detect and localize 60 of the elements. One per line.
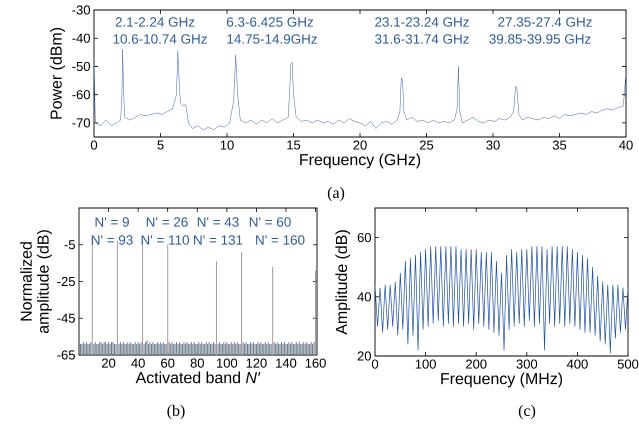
annotation: N' = 9: [96, 217, 129, 227]
x-tick-label: 40: [619, 140, 633, 150]
y-axis-title: Amplitude (dB): [335, 230, 350, 335]
x-tick-label: 0: [90, 140, 98, 150]
annotation: N' = 93: [92, 235, 133, 245]
x-tick-label: 5: [157, 140, 164, 150]
y-tick-label: -5: [64, 240, 75, 250]
annotation: N' = 110: [142, 235, 190, 245]
y-tick-label: 40: [357, 292, 371, 302]
annotation: N' = 60: [250, 217, 291, 227]
annotation: 6.3-6.425 GHz: [226, 17, 314, 27]
x-tick-label: 35: [552, 140, 566, 150]
y-tick-label: -45: [57, 314, 75, 323]
x-tick-label: 10: [220, 140, 234, 150]
annotation: 31.6-31.74 GHz: [375, 34, 469, 44]
text: (c): [518, 404, 536, 420]
x-tick-label: 400: [566, 360, 588, 369]
x-tick-label: 160: [306, 358, 326, 368]
y-tick-label: 20: [358, 351, 371, 361]
annotation: 14.75-14.9GHz: [227, 34, 317, 44]
x-tick-label: 60: [161, 358, 174, 368]
annotation: N' = 43: [198, 217, 239, 227]
y-axis-title: Normalized amplitude (dB): [20, 230, 52, 334]
x-tick-label: 30: [486, 140, 500, 150]
y-tick-label: -40: [72, 34, 90, 43]
x-tick-label: 80: [190, 358, 204, 368]
y-tick-label: -70: [72, 118, 90, 128]
x-tick-label: 25: [420, 140, 434, 150]
line-series: [375, 246, 628, 354]
y-tick-label: -50: [72, 62, 90, 72]
annotation: 23.1-23.24 GHz: [375, 17, 469, 27]
x-axis-title: Activated band N′: [136, 372, 260, 384]
x-tick-label: 140: [276, 358, 296, 368]
annotation: N' = 160: [256, 235, 304, 245]
y-tick-label: -65: [57, 350, 75, 360]
annotation: 10.6-10.74 GHz: [114, 34, 207, 44]
x-tick-label: 500: [618, 360, 638, 369]
annotation: N' = 131: [194, 235, 242, 245]
x-axis-title: Frequency (GHz): [300, 154, 420, 168]
annotation: 2.1-2.24 GHz: [116, 17, 194, 27]
annotation: 39.85-39.95 GHz: [489, 34, 591, 44]
x-tick-label: 120: [246, 358, 267, 368]
x-tick-label: 15: [287, 140, 300, 150]
y-tick-label: -30: [72, 5, 90, 15]
x-tick-label: 100: [217, 358, 238, 368]
text: (b): [167, 404, 185, 420]
text: (a): [328, 186, 344, 202]
x-tick-label: 40: [131, 358, 145, 368]
y-tick-label: 60: [358, 233, 371, 242]
y-axis-title: Power (dBm): [50, 28, 65, 119]
annotation: N' = 26: [146, 217, 188, 227]
x-tick-label: 100: [416, 360, 436, 369]
x-tick-label: 20: [102, 358, 116, 368]
x-axis-title: Frequency (MHz): [441, 372, 562, 388]
annotation: 27.35-27.4 GHz: [498, 17, 592, 27]
y-tick-label: -60: [72, 90, 90, 100]
x-tick-label: 300: [516, 360, 538, 369]
x-tick-label: 0: [372, 360, 378, 369]
x-tick-label: 200: [466, 360, 487, 369]
y-tick-label: -25: [57, 276, 75, 286]
